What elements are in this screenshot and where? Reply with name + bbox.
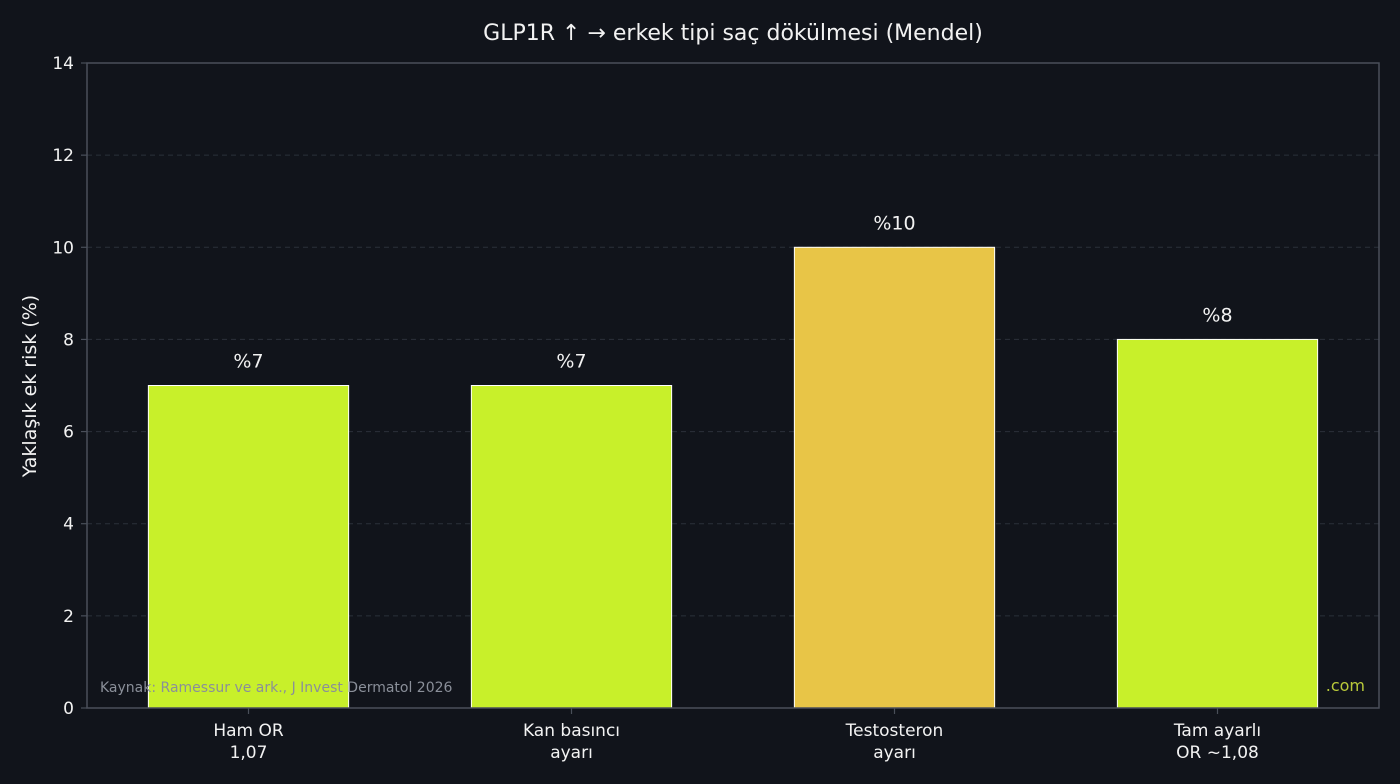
x-tick-label: Ham OR 1,07 (213, 721, 284, 763)
bar (470, 385, 673, 709)
y-tick-label: 6 (63, 423, 74, 443)
y-axis-label: Yaklaşık ek risk (%) (19, 295, 41, 478)
value-label: %7 (233, 351, 263, 373)
y-tick-label: 14 (52, 54, 74, 74)
y-tick-label: 0 (63, 699, 74, 719)
y-tick-label: 8 (63, 330, 74, 350)
y-tick-label: 10 (52, 238, 74, 258)
chart-title: GLP1R ↑ → erkek tipi saç dökülmesi (Mend… (483, 21, 983, 46)
y-tick-label: 2 (63, 607, 74, 627)
plot-frame (86, 62, 1380, 709)
bar (793, 246, 996, 709)
value-labels: %7 %7 %10 %8 (233, 212, 1232, 372)
bar (147, 385, 350, 709)
source-note: Kaynak: Ramessur ve ark., J Invest Derma… (100, 680, 453, 696)
axes (86, 62, 1380, 709)
y-tick-label: 4 (63, 515, 74, 535)
x-tick-label: Kan basıncı ayarı (523, 721, 620, 763)
y-ticks: 0 2 4 6 8 10 12 14 (52, 54, 87, 719)
bars (147, 246, 1319, 709)
value-label: %8 (1202, 304, 1232, 326)
watermark: .com (1326, 676, 1365, 695)
bar (1116, 338, 1319, 709)
value-label: %7 (556, 351, 586, 373)
y-tick-label: 12 (52, 146, 74, 166)
x-tick-labels: Ham OR 1,07 Kan basıncı ayarı Testosteron aya… (213, 708, 1261, 763)
value-label: %10 (873, 212, 915, 234)
x-tick-label: Tam ayarlı OR ~1,08 (1173, 721, 1261, 763)
x-tick-label: Testosteron ayarı (845, 721, 944, 763)
